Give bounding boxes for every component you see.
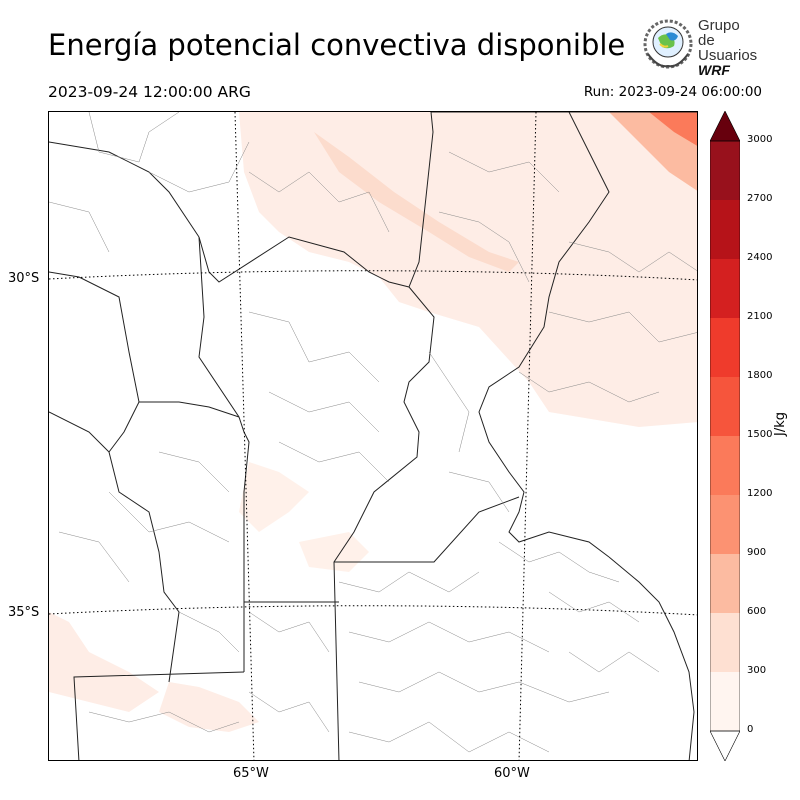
graticule <box>49 112 697 760</box>
laurel-globe-icon <box>643 19 693 69</box>
colorbar-tick-label: 3000 <box>747 134 773 145</box>
colorbar-tick-label: 1200 <box>747 488 773 499</box>
wrf-group-logo: Grupo de Usuarios WRF <box>638 14 760 78</box>
colorbar-frame <box>710 140 740 732</box>
map-canvas <box>49 112 697 760</box>
lon-label-65w: 65°W <box>233 766 269 781</box>
colorbar-tick-label: 900 <box>747 547 767 558</box>
colorbar-tick-label: 300 <box>747 665 767 676</box>
logo-line-3: WRF <box>698 62 730 78</box>
page-title: Energía potencial convectiva disponible <box>48 28 626 62</box>
colorbar-tick-label: 2700 <box>747 193 773 204</box>
department-borders <box>49 112 697 753</box>
colorbar-band <box>710 554 740 613</box>
lat-label-30s: 30°S <box>8 271 40 286</box>
colorbar-band <box>710 377 740 436</box>
colorbar-band <box>710 141 740 200</box>
lon-label-60w: 60°W <box>494 766 530 781</box>
colorbar-band <box>710 672 740 731</box>
logo-line-2: Usuarios <box>698 47 758 64</box>
colorbar-tick-label: 2400 <box>747 252 773 263</box>
colorbar-bands <box>710 141 740 731</box>
valid-time: 2023-09-24 12:00:00 ARG <box>48 83 251 101</box>
colorbar-band <box>710 259 740 318</box>
colorbar <box>710 111 740 761</box>
colorbar-tick-label: 0 <box>747 724 754 735</box>
lat-label-35s: 35°S <box>8 605 40 620</box>
province-borders <box>49 112 697 760</box>
colorbar-tick-label: 1500 <box>747 429 773 440</box>
colorbar-tick-label: 2100 <box>747 311 773 322</box>
run-time: Run: 2023-09-24 06:00:00 <box>583 84 762 100</box>
colorbar-tick-label: 1800 <box>747 370 773 381</box>
colorbar-max-arrow <box>710 111 740 142</box>
colorbar-band <box>710 495 740 554</box>
colorbar-band <box>710 318 740 377</box>
cape-map <box>48 111 698 761</box>
colorbar-band <box>710 436 740 495</box>
colorbar-band <box>710 613 740 672</box>
colorbar-band <box>710 200 740 259</box>
logo-line-1: Grupo de <box>698 17 740 49</box>
colorbar-unit: J/kg <box>773 412 788 436</box>
colorbar-min-arrow <box>710 730 740 761</box>
colorbar-tick-label: 600 <box>747 606 767 617</box>
